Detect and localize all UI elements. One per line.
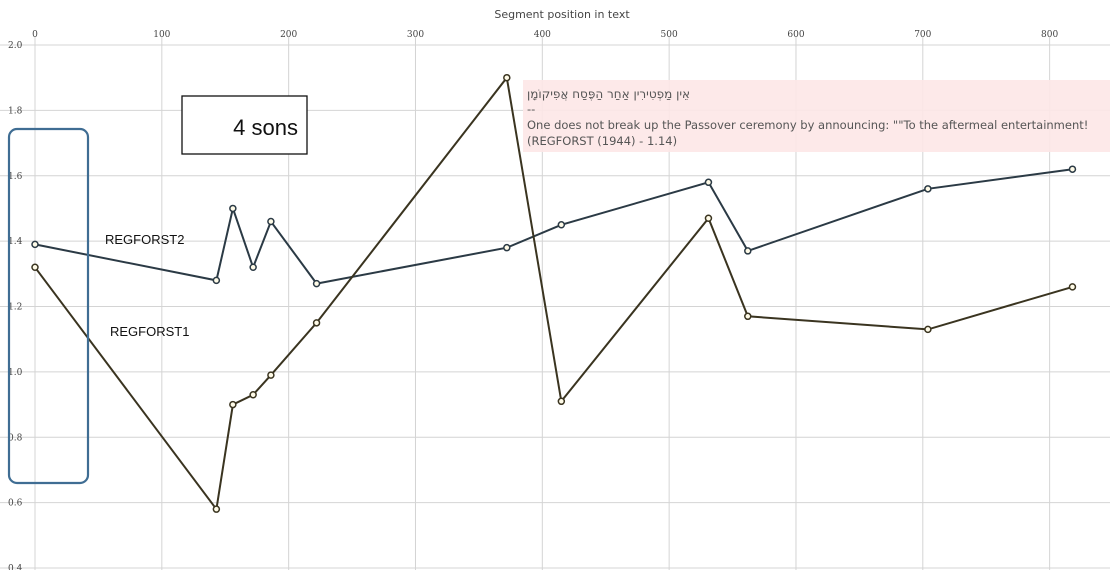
data-point-regforst1[interactable] <box>312 319 321 327</box>
y-tick-label: 1.8 <box>8 106 23 116</box>
data-point-regforst2[interactable] <box>503 243 511 252</box>
y-tick-label: 2.0 <box>8 41 23 51</box>
annotation-frame <box>181 95 308 155</box>
x-tick-label: 700 <box>914 30 931 40</box>
data-point-regforst1[interactable] <box>31 263 39 272</box>
x-tick-label: 800 <box>1041 30 1058 40</box>
data-point-regforst2[interactable] <box>229 204 237 213</box>
series-label-regforst2: REGFORST2 <box>105 232 184 247</box>
x-tick-label: 600 <box>787 30 804 40</box>
series-lines <box>34 75 1073 512</box>
data-point-regforst2[interactable] <box>31 240 39 249</box>
y-tick-label: 0.4 <box>8 564 23 570</box>
data-point-regforst1[interactable] <box>924 325 932 334</box>
x-axis-title: Segment position in text <box>494 8 630 21</box>
data-point-regforst1[interactable] <box>704 214 713 222</box>
y-tick-label: 1.2 <box>8 303 22 313</box>
data-point-regforst2[interactable] <box>1068 165 1077 173</box>
highlight-rectangle <box>7 127 90 485</box>
data-point-regforst2[interactable] <box>249 263 257 272</box>
data-point-regforst2[interactable] <box>212 276 221 285</box>
y-tick-label: 1.0 <box>8 368 23 378</box>
x-tick-label: 300 <box>407 30 424 40</box>
series-label-regforst1: REGFORST1 <box>110 324 189 339</box>
data-point-regforst2[interactable] <box>312 279 321 288</box>
data-point-regforst2[interactable] <box>557 221 566 229</box>
x-tick-label: 500 <box>661 30 678 40</box>
annotation-label: 4 sons <box>233 115 298 140</box>
series-line-regforst2 <box>34 168 1073 285</box>
data-point-regforst1[interactable] <box>503 73 511 82</box>
y-tick-label: 1.4 <box>8 237 23 247</box>
tooltip-source: (REGFORST (1944) - 1.14) <box>527 134 677 148</box>
y-tick-label: 0.8 <box>8 433 23 443</box>
data-point-regforst1[interactable] <box>1068 283 1077 291</box>
data-point-regforst1[interactable] <box>249 391 257 399</box>
series-line-regforst1 <box>34 75 1073 512</box>
data-point-regforst1[interactable] <box>212 505 221 513</box>
annotation-box: 4 sons <box>181 95 308 155</box>
data-point-regforst1[interactable] <box>557 397 566 406</box>
data-point-regforst1[interactable] <box>267 371 275 379</box>
tooltip: אֵין מַפְטִירִין אַחַר הַפֶּסַח אֲפִיקוֹ… <box>523 80 1110 152</box>
data-point-regforst1[interactable] <box>229 400 237 409</box>
y-tick-labels: 0.4 0.6 0.8 1.0 1.2 1.4 1.6 1.8 2.0 <box>8 41 23 570</box>
data-point-regforst2[interactable] <box>924 185 932 193</box>
tooltip-background <box>523 80 1110 152</box>
tooltip-separator: -- <box>527 102 535 116</box>
y-tick-label: 0.6 <box>8 499 23 509</box>
data-point-regforst2[interactable] <box>744 247 752 255</box>
x-tick-label: 400 <box>534 30 551 40</box>
tooltip-hebrew-text: אֵין מַפְטִירִין אַחַר הַפֶּסַח אֲפִיקוֹ… <box>527 87 690 101</box>
series-points[interactable] <box>31 73 1077 513</box>
y-tick-label: 1.6 <box>8 172 23 182</box>
data-point-regforst2[interactable] <box>704 178 713 187</box>
x-tick-label: 200 <box>280 30 297 40</box>
x-tick-label: 100 <box>153 30 170 40</box>
data-point-regforst2[interactable] <box>267 217 275 226</box>
x-tick-labels: 0 100 200 300 400 500 600 700 800 <box>32 30 1058 40</box>
x-tick-label: 0 <box>32 30 38 40</box>
data-point-regforst1[interactable] <box>744 312 752 321</box>
tooltip-english-text: One does not break up the Passover cerem… <box>527 118 1088 132</box>
